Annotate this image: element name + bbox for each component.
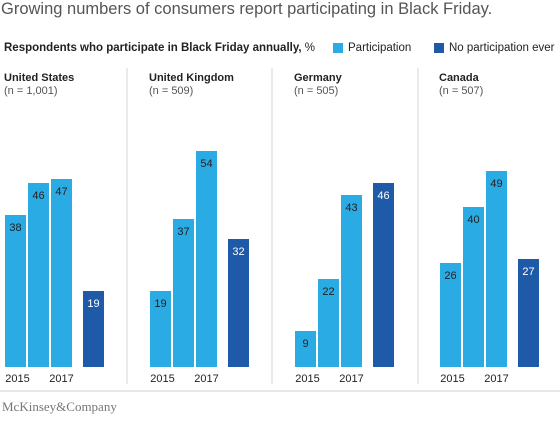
panel-title-united-states: United States (4, 72, 74, 84)
subtitle-main: Respondents who participate in Black Fri… (4, 42, 302, 54)
x-tick-united-kingdom-2017: 2017 (194, 373, 218, 385)
bar-label-participation-canada-2016: 40 (467, 214, 479, 226)
bar-label-participation-united-states-2015: 38 (9, 222, 21, 234)
x-tick-united-states-2015: 2015 (5, 373, 29, 385)
bar-label-participation-germany-2016: 22 (322, 286, 334, 298)
bar-label-no-participation-germany: 46 (377, 190, 389, 202)
bar-no-participation-united-states (83, 291, 104, 367)
bar-label-participation-canada-2017: 49 (490, 178, 502, 190)
panel-sample-germany: (n = 505) (294, 85, 338, 97)
panel-sample-united-states: (n = 1,001) (4, 85, 58, 97)
bar-label-participation-germany-2015: 9 (302, 338, 308, 350)
bar-participation-germany-2017 (341, 195, 362, 367)
mckinsey-logo: McKinsey&Company (2, 399, 117, 414)
bar-participation-germany-2016 (318, 279, 339, 367)
panel-title-united-kingdom: United Kingdom (149, 72, 234, 84)
bar-label-participation-united-states-2017: 47 (55, 186, 67, 198)
bar-label-no-participation-united-states: 19 (87, 298, 99, 310)
chart-subtitle: Respondents who participate in Black Fri… (4, 42, 315, 54)
x-tick-united-kingdom-2015: 2015 (150, 373, 174, 385)
x-tick-germany-2015: 2015 (295, 373, 319, 385)
bar-label-participation-germany-2017: 43 (345, 202, 357, 214)
bar-participation-germany-2015 (295, 331, 316, 367)
x-tick-germany-2017: 2017 (339, 373, 363, 385)
panel-sample-united-kingdom: (n = 509) (149, 85, 193, 97)
bar-participation-united-states-2015 (5, 215, 26, 367)
x-tick-canada-2017: 2017 (484, 373, 508, 385)
bar-participation-canada-2016 (463, 207, 484, 367)
bar-label-participation-united-kingdom-2015: 19 (154, 298, 166, 310)
chart-title: Growing numbers of consumers report part… (1, 0, 493, 18)
bar-label-participation-united-states-2016: 46 (32, 190, 44, 202)
bar-no-participation-united-kingdom (228, 239, 249, 367)
bar-label-no-participation-canada: 27 (522, 266, 534, 278)
bar-participation-united-states-2017 (51, 179, 72, 367)
bar-label-no-participation-united-kingdom: 32 (232, 246, 244, 258)
legend-no-participation: No participation ever (434, 42, 554, 54)
bar-participation-canada-2015 (440, 263, 461, 367)
bar-no-participation-canada (518, 259, 539, 367)
subtitle-unit: % (304, 42, 316, 54)
bar-participation-united-kingdom-2016 (173, 219, 194, 367)
legend-label-participation: Participation (348, 42, 412, 54)
bar-participation-united-states-2016 (28, 183, 49, 367)
panel-title-germany: Germany (294, 72, 343, 84)
panel-sample-canada: (n = 507) (439, 85, 483, 97)
bar-participation-united-kingdom-2015 (150, 291, 171, 367)
legend-label-no-participation: No participation ever (449, 42, 555, 54)
x-tick-canada-2015: 2015 (440, 373, 464, 385)
bar-label-participation-united-kingdom-2016: 37 (177, 226, 189, 238)
bar-label-participation-united-kingdom-2017: 54 (200, 158, 212, 170)
x-tick-united-states-2017: 2017 (49, 373, 73, 385)
bar-label-participation-canada-2015: 26 (444, 270, 456, 282)
bar-participation-canada-2017 (486, 171, 507, 367)
legend-swatch-no-participation (434, 43, 444, 53)
bar-participation-united-kingdom-2017 (196, 151, 217, 367)
legend-swatch-participation (333, 43, 343, 53)
bar-no-participation-germany (373, 183, 394, 367)
legend-participation: Participation (333, 42, 411, 54)
panel-title-canada: Canada (439, 72, 480, 84)
